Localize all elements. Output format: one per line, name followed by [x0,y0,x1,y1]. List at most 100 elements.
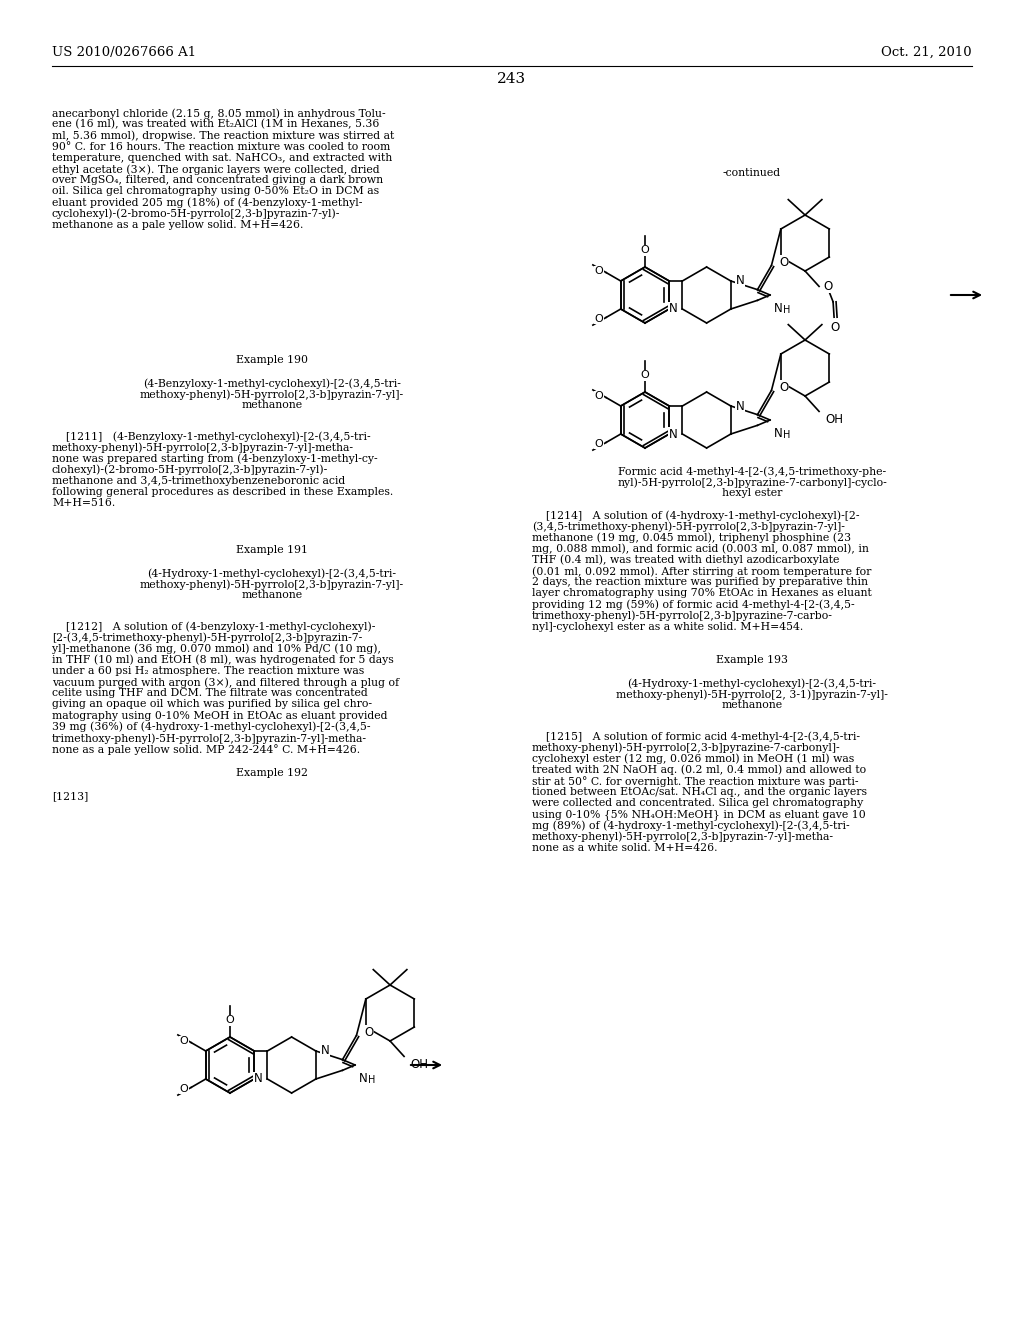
Text: mg, 0.088 mmol), and formic acid (0.003 ml, 0.087 mmol), in: mg, 0.088 mmol), and formic acid (0.003 … [532,544,869,554]
Text: [1215]   A solution of formic acid 4-methyl-4-[2-(3,4,5-tri-: [1215] A solution of formic acid 4-methy… [532,731,860,742]
Text: nyl)-5H-pyrrolo[2,3-b]pyrazine-7-carbonyl]-cyclo-: nyl)-5H-pyrrolo[2,3-b]pyrazine-7-carbony… [617,478,887,488]
Text: O: O [595,314,603,323]
Text: O: O [779,381,788,393]
Text: 90° C. for 16 hours. The reaction mixture was cooled to room: 90° C. for 16 hours. The reaction mixtur… [52,141,390,152]
Text: nyl]-cyclohexyl ester as a white solid. M+H=454.: nyl]-cyclohexyl ester as a white solid. … [532,622,803,632]
Text: giving an opaque oil which was purified by silica gel chro-: giving an opaque oil which was purified … [52,700,372,709]
Text: methoxy-phenyl)-5H-pyrrolo[2,3-b]pyrazin-7-yl]-: methoxy-phenyl)-5H-pyrrolo[2,3-b]pyrazin… [140,579,404,590]
Text: O: O [365,1026,374,1039]
Text: N: N [774,302,783,315]
Text: over MgSO₄, filtered, and concentrated giving a dark brown: over MgSO₄, filtered, and concentrated g… [52,176,383,185]
Text: N: N [669,302,677,315]
Text: O: O [595,267,603,276]
Text: methoxy-phenyl)-5H-pyrrolo[2, 3-1)]pyrazin-7-yl]-: methoxy-phenyl)-5H-pyrrolo[2, 3-1)]pyraz… [616,689,888,700]
Text: clohexyl)-(2-bromo-5H-pyrrolo[2,3-b]pyrazin-7-yl)-: clohexyl)-(2-bromo-5H-pyrrolo[2,3-b]pyra… [52,465,329,475]
Text: treated with 2N NaOH aq. (0.2 ml, 0.4 mmol) and allowed to: treated with 2N NaOH aq. (0.2 ml, 0.4 mm… [532,764,866,775]
Text: [1214]   A solution of (4-hydroxy-1-methyl-cyclohexyl)-[2-: [1214] A solution of (4-hydroxy-1-methyl… [532,510,859,520]
Text: layer chromatography using 70% EtOAc in Hexanes as eluant: layer chromatography using 70% EtOAc in … [532,589,871,598]
Text: Oct. 21, 2010: Oct. 21, 2010 [882,46,972,59]
Text: O: O [595,391,603,401]
Text: eluant provided 205 mg (18%) of (4-benzyloxy-1-methyl-: eluant provided 205 mg (18%) of (4-benzy… [52,198,362,209]
Text: under a 60 psi H₂ atmosphere. The reaction mixture was: under a 60 psi H₂ atmosphere. The reacti… [52,665,365,676]
Text: stir at 50° C. for overnight. The reaction mixture was parti-: stir at 50° C. for overnight. The reacti… [532,776,858,787]
Text: (4-Benzyloxy-1-methyl-cyclohexyl)-[2-(3,4,5-tri-: (4-Benzyloxy-1-methyl-cyclohexyl)-[2-(3,… [143,378,401,388]
Text: methoxy-phenyl)-5H-pyrrolo[2,3-b]pyrazine-7-carbonyl]-: methoxy-phenyl)-5H-pyrrolo[2,3-b]pyrazin… [532,742,841,752]
Text: [2-(3,4,5-trimethoxy-phenyl)-5H-pyrrolo[2,3-b]pyrazin-7-: [2-(3,4,5-trimethoxy-phenyl)-5H-pyrrolo[… [52,632,362,643]
Text: none as a white solid. M+H=426.: none as a white solid. M+H=426. [532,843,718,853]
Text: N: N [321,1044,330,1057]
Text: (4-Hydroxy-1-methyl-cyclohexyl)-[2-(3,4,5-tri-: (4-Hydroxy-1-methyl-cyclohexyl)-[2-(3,4,… [628,678,877,689]
Text: N: N [359,1072,368,1085]
Text: O: O [830,321,840,334]
Text: trimethoxy-phenyl)-5H-pyrrolo[2,3-b]pyrazine-7-carbo-: trimethoxy-phenyl)-5H-pyrrolo[2,3-b]pyra… [532,611,833,622]
Text: (0.01 ml, 0.092 mmol). After stirring at room temperature for: (0.01 ml, 0.092 mmol). After stirring at… [532,566,871,577]
Text: hexyl ester: hexyl ester [722,488,782,499]
Text: Example 191: Example 191 [236,545,308,554]
Text: -continued: -continued [723,168,781,178]
Text: [1212]   A solution of (4-benzyloxy-1-methyl-cyclohexyl)-: [1212] A solution of (4-benzyloxy-1-meth… [52,620,376,631]
Text: O: O [179,1084,188,1094]
Text: using 0-10% {5% NH₄OH:MeOH} in DCM as eluant gave 10: using 0-10% {5% NH₄OH:MeOH} in DCM as el… [532,809,865,820]
Text: in THF (10 ml) and EtOH (8 ml), was hydrogenated for 5 days: in THF (10 ml) and EtOH (8 ml), was hydr… [52,655,394,665]
Text: 2 days, the reaction mixture was purified by preparative thin: 2 days, the reaction mixture was purifie… [532,577,868,587]
Text: Formic acid 4-methyl-4-[2-(3,4,5-trimethoxy-phe-: Formic acid 4-methyl-4-[2-(3,4,5-trimeth… [617,466,886,477]
Text: Example 192: Example 192 [236,768,308,777]
Text: yl]-methanone (36 mg, 0.070 mmol) and 10% Pd/C (10 mg),: yl]-methanone (36 mg, 0.070 mmol) and 10… [52,643,381,653]
Text: methanone and 3,4,5-trimethoxybenzeneboronic acid: methanone and 3,4,5-trimethoxybenzenebor… [52,475,345,486]
Text: none as a pale yellow solid. MP 242-244° C. M+H=426.: none as a pale yellow solid. MP 242-244°… [52,744,360,755]
Text: temperature, quenched with sat. NaHCO₃, and extracted with: temperature, quenched with sat. NaHCO₃, … [52,153,392,162]
Text: H: H [782,305,791,314]
Text: O: O [779,256,788,269]
Text: methanone: methanone [722,701,782,710]
Text: (4-Hydroxy-1-methyl-cyclohexyl)-[2-(3,4,5-tri-: (4-Hydroxy-1-methyl-cyclohexyl)-[2-(3,4,… [147,568,396,578]
Text: US 2010/0267666 A1: US 2010/0267666 A1 [52,46,197,59]
Text: OH: OH [410,1059,428,1072]
Text: anecarbonyl chloride (2.15 g, 8.05 mmol) in anhydrous Tolu-: anecarbonyl chloride (2.15 g, 8.05 mmol)… [52,108,386,119]
Text: cyclohexyl ester (12 mg, 0.026 mmol) in MeOH (1 ml) was: cyclohexyl ester (12 mg, 0.026 mmol) in … [532,754,854,764]
Text: ethyl acetate (3×). The organic layers were collected, dried: ethyl acetate (3×). The organic layers w… [52,164,380,174]
Text: Example 190: Example 190 [236,355,308,366]
Text: ene (16 ml), was treated with Et₂AlCl (1M in Hexanes, 5.36: ene (16 ml), was treated with Et₂AlCl (1… [52,119,379,129]
Text: N: N [774,426,783,440]
Text: methoxy-phenyl)-5H-pyrrolo[2,3-b]pyrazin-7-yl]-metha-: methoxy-phenyl)-5H-pyrrolo[2,3-b]pyrazin… [532,832,834,842]
Text: 243: 243 [498,73,526,86]
Text: methoxy-phenyl)-5H-pyrrolo[2,3-b]pyrazin-7-yl]-metha-: methoxy-phenyl)-5H-pyrrolo[2,3-b]pyrazin… [52,442,354,453]
Text: methanone: methanone [242,400,302,411]
Text: [1213]: [1213] [52,791,88,801]
Text: cyclohexyl)-(2-bromo-5H-pyrrolo[2,3-b]pyrazin-7-yl)-: cyclohexyl)-(2-bromo-5H-pyrrolo[2,3-b]py… [52,209,340,219]
Text: vacuum purged with argon (3×), and filtered through a plug of: vacuum purged with argon (3×), and filte… [52,677,399,688]
Text: N: N [669,428,677,441]
Text: ml, 5.36 mmol), dropwise. The reaction mixture was stirred at: ml, 5.36 mmol), dropwise. The reaction m… [52,131,394,141]
Text: O: O [641,246,649,255]
Text: none was prepared starting from (4-benzyloxy-1-methyl-cy-: none was prepared starting from (4-benzy… [52,453,378,463]
Text: M+H=516.: M+H=516. [52,498,116,508]
Text: mg (89%) of (4-hydroxy-1-methyl-cyclohexyl)-[2-(3,4,5-tri-: mg (89%) of (4-hydroxy-1-methyl-cyclohex… [532,821,850,832]
Text: oil. Silica gel chromatography using 0-50% Et₂O in DCM as: oil. Silica gel chromatography using 0-5… [52,186,379,197]
Text: were collected and concentrated. Silica gel chromatography: were collected and concentrated. Silica … [532,799,863,808]
Text: N: N [254,1072,262,1085]
Text: following general procedures as described in these Examples.: following general procedures as describe… [52,487,393,498]
Text: matography using 0-10% MeOH in EtOAc as eluant provided: matography using 0-10% MeOH in EtOAc as … [52,710,387,721]
Text: H: H [782,430,791,440]
Text: methanone as a pale yellow solid. M+H=426.: methanone as a pale yellow solid. M+H=42… [52,220,303,230]
Text: 39 mg (36%) of (4-hydroxy-1-methyl-cyclohexyl)-[2-(3,4,5-: 39 mg (36%) of (4-hydroxy-1-methyl-cyclo… [52,722,371,733]
Text: O: O [595,438,603,449]
Text: methanone: methanone [242,590,302,601]
Text: tioned between EtOAc/sat. NH₄Cl aq., and the organic layers: tioned between EtOAc/sat. NH₄Cl aq., and… [532,787,867,797]
Text: OH: OH [825,413,843,426]
Text: O: O [179,1036,188,1047]
Text: Example 193: Example 193 [716,655,788,665]
Text: O: O [225,1015,234,1026]
Text: O: O [823,280,833,293]
Text: (3,4,5-trimethoxy-phenyl)-5H-pyrrolo[2,3-b]pyrazin-7-yl]-: (3,4,5-trimethoxy-phenyl)-5H-pyrrolo[2,3… [532,521,845,532]
Text: O: O [641,370,649,380]
Text: N: N [736,275,744,288]
Text: N: N [736,400,744,412]
Text: methanone (19 mg, 0.045 mmol), triphenyl phosphine (23: methanone (19 mg, 0.045 mmol), triphenyl… [532,532,851,543]
Text: [1211]   (4-Benzyloxy-1-methyl-cyclohexyl)-[2-(3,4,5-tri-: [1211] (4-Benzyloxy-1-methyl-cyclohexyl)… [52,432,371,442]
Text: methoxy-phenyl)-5H-pyrrolo[2,3-b]pyrazin-7-yl]-: methoxy-phenyl)-5H-pyrrolo[2,3-b]pyrazin… [140,389,404,400]
Text: trimethoxy-phenyl)-5H-pyrrolo[2,3-b]pyrazin-7-yl]-metha-: trimethoxy-phenyl)-5H-pyrrolo[2,3-b]pyra… [52,733,367,743]
Text: H: H [368,1074,375,1085]
Text: celite using THF and DCM. The filtrate was concentrated: celite using THF and DCM. The filtrate w… [52,688,368,698]
Text: providing 12 mg (59%) of formic acid 4-methyl-4-[2-(3,4,5-: providing 12 mg (59%) of formic acid 4-m… [532,599,855,610]
